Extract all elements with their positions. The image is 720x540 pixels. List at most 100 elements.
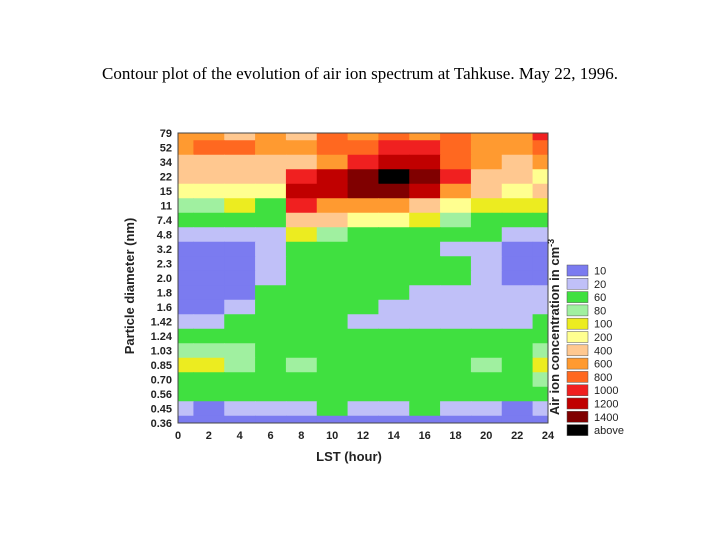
heatmap-cell bbox=[532, 270, 548, 286]
heatmap-cell bbox=[316, 140, 349, 156]
heatmap-cell bbox=[501, 212, 534, 228]
heatmap-cell bbox=[178, 241, 195, 257]
colorbar-label-exponent: -3 bbox=[546, 239, 556, 247]
heatmap-cell bbox=[532, 256, 548, 272]
y-tick-label: 1.42 bbox=[151, 317, 172, 329]
heatmap-cell bbox=[378, 314, 410, 330]
heatmap-cell bbox=[316, 212, 349, 228]
heatmap-cell bbox=[409, 241, 441, 257]
heatmap-cell bbox=[347, 401, 380, 417]
x-tick-label: 20 bbox=[480, 430, 492, 442]
heatmap-cell bbox=[409, 328, 441, 344]
heatmap-cell bbox=[347, 270, 380, 286]
heatmap-cell bbox=[193, 154, 225, 170]
heatmap-cell bbox=[440, 198, 472, 214]
heatmap-cell bbox=[255, 183, 287, 199]
heatmap-cell bbox=[285, 169, 318, 185]
heatmap-cell bbox=[285, 154, 318, 170]
heatmap-cell bbox=[255, 328, 287, 344]
heatmap-cell bbox=[224, 285, 256, 301]
heatmap-cell bbox=[470, 183, 503, 199]
heatmap-cell bbox=[224, 140, 256, 156]
heatmap-cell bbox=[378, 386, 410, 402]
heatmap-cell bbox=[440, 386, 472, 402]
heatmap-cell bbox=[178, 328, 195, 344]
heatmap-cell bbox=[470, 401, 503, 417]
heatmap-cell bbox=[440, 328, 472, 344]
heatmap-cell bbox=[178, 169, 195, 185]
heatmap-cell bbox=[347, 198, 380, 214]
heatmap-cell bbox=[470, 415, 503, 423]
legend-swatch bbox=[566, 371, 589, 383]
heatmap-cell bbox=[178, 154, 195, 170]
heatmap-cell bbox=[193, 140, 225, 156]
heatmap-cell bbox=[409, 285, 441, 301]
heatmap-cell bbox=[316, 328, 349, 344]
heatmap-cell bbox=[193, 169, 225, 185]
heatmap-cell bbox=[178, 198, 195, 214]
heatmap-cell bbox=[409, 183, 441, 199]
heatmap-cell bbox=[285, 270, 318, 286]
heatmap-cell bbox=[440, 285, 472, 301]
heatmap-cell bbox=[440, 372, 472, 388]
heatmap-cell bbox=[193, 343, 225, 359]
heatmap-cell bbox=[378, 154, 410, 170]
heatmap-cell bbox=[316, 241, 349, 257]
heatmap-cell bbox=[532, 357, 548, 373]
heatmap-cell bbox=[224, 357, 256, 373]
y-axis-label: Particle diameter (nm) bbox=[122, 218, 137, 355]
heatmap-cell bbox=[501, 241, 534, 257]
heatmap-cell bbox=[532, 285, 548, 301]
heatmap-cell bbox=[255, 169, 287, 185]
heatmap-cell bbox=[470, 285, 503, 301]
heatmap-cell bbox=[532, 140, 548, 156]
heatmap-cell bbox=[409, 299, 441, 315]
heatmap-cell bbox=[378, 372, 410, 388]
y-tick-label: 52 bbox=[160, 143, 172, 155]
legend-swatch bbox=[566, 264, 589, 277]
heatmap-cell bbox=[470, 198, 503, 214]
heatmap-cell bbox=[440, 314, 472, 330]
heatmap-cell bbox=[285, 357, 318, 373]
heatmap-cell bbox=[193, 328, 225, 344]
heatmap-cell bbox=[255, 386, 287, 402]
heatmap-cell bbox=[532, 372, 548, 388]
heatmap-cell bbox=[193, 183, 225, 199]
heatmap-cell bbox=[378, 183, 410, 199]
x-tick-labels: 0 2 4 6 8 10 12 14 16 18 20 22 24 bbox=[175, 430, 555, 442]
heatmap-cell bbox=[470, 227, 503, 243]
y-tick-label: 1.8 bbox=[157, 288, 172, 300]
heatmap-cell bbox=[285, 241, 318, 257]
heatmap-cell bbox=[347, 357, 380, 373]
y-tick-label: 2.0 bbox=[157, 273, 172, 285]
heatmap-cell bbox=[255, 256, 287, 272]
y-tick-label: 7.4 bbox=[157, 215, 173, 227]
heatmap-cell bbox=[440, 357, 472, 373]
y-tick-label: 22 bbox=[160, 172, 172, 184]
heatmap-cell bbox=[255, 314, 287, 330]
heatmap-cell bbox=[285, 314, 318, 330]
heatmap-cell bbox=[440, 299, 472, 315]
heatmap-cell bbox=[470, 328, 503, 344]
heatmap-cell bbox=[347, 256, 380, 272]
heatmap-cell bbox=[532, 386, 548, 402]
heatmap-cell bbox=[285, 227, 318, 243]
x-tick-label: 24 bbox=[542, 430, 555, 442]
heatmap-cell bbox=[255, 343, 287, 359]
heatmap-cell bbox=[316, 133, 349, 141]
heatmap-cell bbox=[316, 372, 349, 388]
heatmap-cell bbox=[255, 198, 287, 214]
legend-label: 10 bbox=[594, 266, 606, 278]
heatmap-cell bbox=[316, 314, 349, 330]
heatmap-cell bbox=[378, 133, 410, 141]
y-tick-label: 11 bbox=[160, 201, 172, 213]
heatmap-cell bbox=[224, 183, 256, 199]
x-tick-label: 22 bbox=[511, 430, 523, 442]
heatmap-cell bbox=[193, 133, 225, 141]
x-tick-label: 0 bbox=[175, 430, 181, 442]
heatmap-cell bbox=[316, 169, 349, 185]
heatmap-cell bbox=[193, 241, 225, 257]
heatmap-cell bbox=[440, 415, 472, 423]
heatmap-cell bbox=[224, 241, 256, 257]
heatmap-cell bbox=[409, 256, 441, 272]
